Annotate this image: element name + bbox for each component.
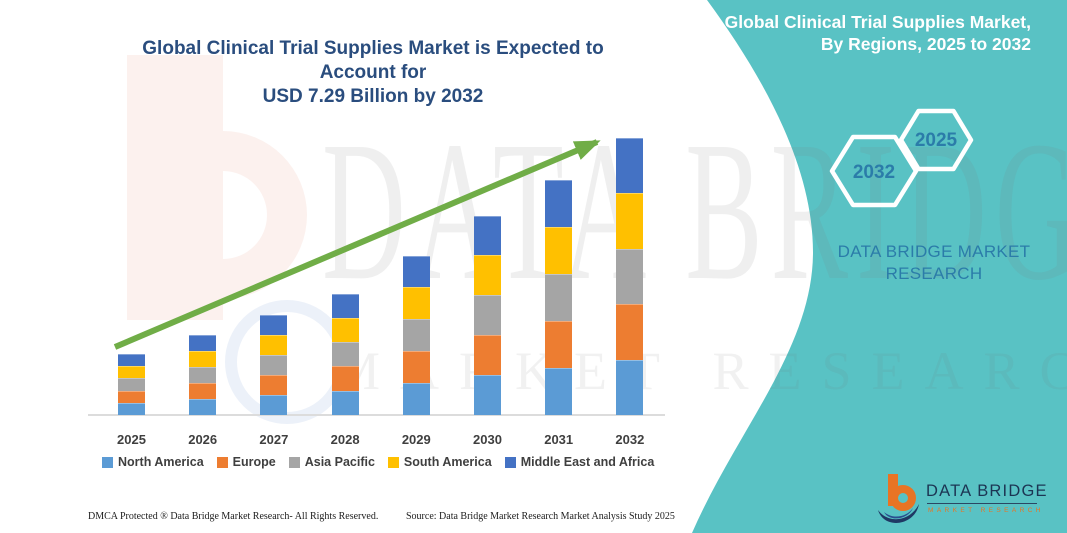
footer-source-text: Source: Data Bridge Market Research Mark… bbox=[406, 511, 675, 522]
bar-2025-segment-north-america bbox=[118, 402, 145, 415]
x-axis-label-2027: 2027 bbox=[259, 432, 289, 447]
legend-item-south-america: South America bbox=[387, 455, 492, 469]
bar-2032-segment-europe bbox=[616, 304, 644, 360]
x-axis-label-2031: 2031 bbox=[544, 432, 574, 447]
brand-text-line2: RESEARCH bbox=[885, 264, 983, 283]
bar-2031-segment-asia-pacific bbox=[545, 273, 573, 321]
bar-2029 bbox=[402, 255, 430, 415]
x-axis-label-2029: 2029 bbox=[401, 432, 431, 447]
chart-legend: North America Europe Asia Pacific South Ame… bbox=[102, 455, 654, 469]
bar-2028 bbox=[331, 293, 359, 415]
bar-2029-segment-europe bbox=[402, 351, 430, 384]
chart-title: Global Clinical Trial Supplies Market is… bbox=[118, 37, 628, 109]
bar-2027 bbox=[260, 314, 288, 415]
legend-item-middle-east-and-africa: Middle East and Africa bbox=[504, 455, 655, 469]
hexagon-2032-outline bbox=[829, 134, 919, 208]
legend-label-asia-pacific: Asia Pacific bbox=[304, 455, 375, 469]
bar-2029-segment-middle-east-and-africa bbox=[402, 255, 430, 288]
bar-2030-segment-europe bbox=[474, 335, 501, 376]
legend-swatch-middle-east-and-africa bbox=[504, 456, 516, 468]
side-panel-title: Global Clinical Trial Supplies Market, B… bbox=[691, 11, 1031, 55]
bar-2031-segment-middle-east-and-africa bbox=[545, 179, 573, 227]
bar-2026-segment-north-america bbox=[189, 399, 217, 415]
bar-2031-segment-south-america bbox=[545, 226, 573, 274]
bar-2026 bbox=[189, 335, 217, 415]
company-logo-rule bbox=[927, 503, 1037, 504]
legend-label-north-america: North America bbox=[118, 455, 204, 469]
bar-2027-segment-asia-pacific bbox=[260, 354, 288, 375]
legend-swatch-europe bbox=[216, 456, 228, 468]
bar-2027-segment-middle-east-and-africa bbox=[260, 314, 288, 335]
bar-2027-segment-north-america bbox=[260, 394, 288, 415]
bar-2028-segment-north-america bbox=[331, 390, 359, 415]
hexagon-2032-label: 2032 bbox=[853, 162, 895, 183]
bar-2028-segment-europe bbox=[331, 366, 359, 391]
bar-2027-segment-south-america bbox=[260, 334, 288, 355]
brand-text-line1: DATA BRIDGE MARKET bbox=[837, 242, 1031, 261]
company-logo: DATA BRIDGE MARKET RESEARCH bbox=[874, 472, 1049, 528]
x-axis-label-2028: 2028 bbox=[330, 432, 360, 447]
legend-swatch-asia-pacific bbox=[288, 456, 300, 468]
bar-2027-segment-europe bbox=[260, 374, 288, 395]
legend-swatch-south-america bbox=[387, 456, 399, 468]
x-axis-line bbox=[88, 414, 665, 416]
brand-text: DATA BRIDGE MARKET RESEARCH bbox=[816, 241, 1052, 285]
bar-2030-segment-middle-east-and-africa bbox=[474, 215, 501, 256]
bar-2030-segment-asia-pacific bbox=[474, 295, 501, 336]
bar-2032-segment-north-america bbox=[616, 359, 644, 415]
legend-label-south-america: South America bbox=[403, 455, 492, 469]
bar-2028-segment-middle-east-and-africa bbox=[331, 293, 359, 318]
bar-2026-segment-asia-pacific bbox=[189, 367, 217, 383]
bar-2025-segment-middle-east-and-africa bbox=[118, 354, 145, 367]
legend-item-north-america: North America bbox=[102, 455, 204, 469]
hexagon-badges: 2032 2025 bbox=[829, 108, 974, 208]
bar-2032 bbox=[616, 137, 644, 415]
hexagon-2025-outline bbox=[898, 108, 974, 172]
x-axis-label-2026: 2026 bbox=[188, 432, 218, 447]
bar-2031 bbox=[545, 179, 573, 415]
x-axis-label-2030: 2030 bbox=[473, 432, 502, 447]
bar-2032-segment-south-america bbox=[616, 193, 644, 249]
bar-2029-segment-north-america bbox=[402, 383, 430, 415]
chart-title-line1: Global Clinical Trial Supplies Market is… bbox=[142, 38, 604, 83]
footer-dmca-text: DMCA Protected ® Data Bridge Market Rese… bbox=[88, 511, 379, 522]
bar-2026-segment-middle-east-and-africa bbox=[189, 335, 217, 351]
bar-2031-segment-europe bbox=[545, 320, 573, 368]
bar-2032-segment-middle-east-and-africa bbox=[616, 137, 644, 193]
bar-2030-segment-south-america bbox=[474, 255, 501, 296]
bar-2028-segment-south-america bbox=[331, 317, 359, 343]
legend-label-middle-east-and-africa: Middle East and Africa bbox=[520, 455, 655, 469]
bar-2025-segment-south-america bbox=[118, 366, 145, 379]
company-logo-name: DATA BRIDGE bbox=[926, 482, 1048, 500]
bar-2025 bbox=[118, 354, 145, 415]
bar-2029-segment-south-america bbox=[402, 287, 430, 320]
bar-2030 bbox=[474, 215, 501, 415]
bar-2026-segment-europe bbox=[189, 383, 217, 399]
company-logo-icon bbox=[878, 474, 919, 523]
bar-2030-segment-north-america bbox=[474, 375, 501, 415]
bar-2026-segment-south-america bbox=[189, 351, 217, 367]
bar-2025-segment-asia-pacific bbox=[118, 378, 145, 391]
x-axis-label-2025: 2025 bbox=[117, 432, 146, 447]
bar-2032-segment-asia-pacific bbox=[616, 248, 644, 304]
bar-2025-segment-europe bbox=[118, 390, 145, 403]
legend-swatch-north-america bbox=[102, 456, 113, 468]
legend-item-europe: Europe bbox=[216, 455, 276, 469]
legend-item-asia-pacific: Asia Pacific bbox=[288, 455, 375, 469]
side-panel-title-line1: Global Clinical Trial Supplies Market, bbox=[724, 12, 1031, 32]
hexagon-2025-label: 2025 bbox=[915, 130, 958, 151]
chart-title-line2: USD 7.29 Billion by 2032 bbox=[262, 86, 484, 107]
bar-2031-segment-north-america bbox=[545, 367, 573, 415]
x-axis-label-2032: 2032 bbox=[615, 432, 645, 447]
bar-2028-segment-asia-pacific bbox=[331, 342, 359, 367]
bar-2029-segment-asia-pacific bbox=[402, 319, 430, 352]
legend-label-europe: Europe bbox=[232, 455, 276, 469]
company-logo-subtitle: MARKET RESEARCH bbox=[928, 507, 1044, 514]
side-panel-title-line2: By Regions, 2025 to 2032 bbox=[820, 34, 1031, 54]
